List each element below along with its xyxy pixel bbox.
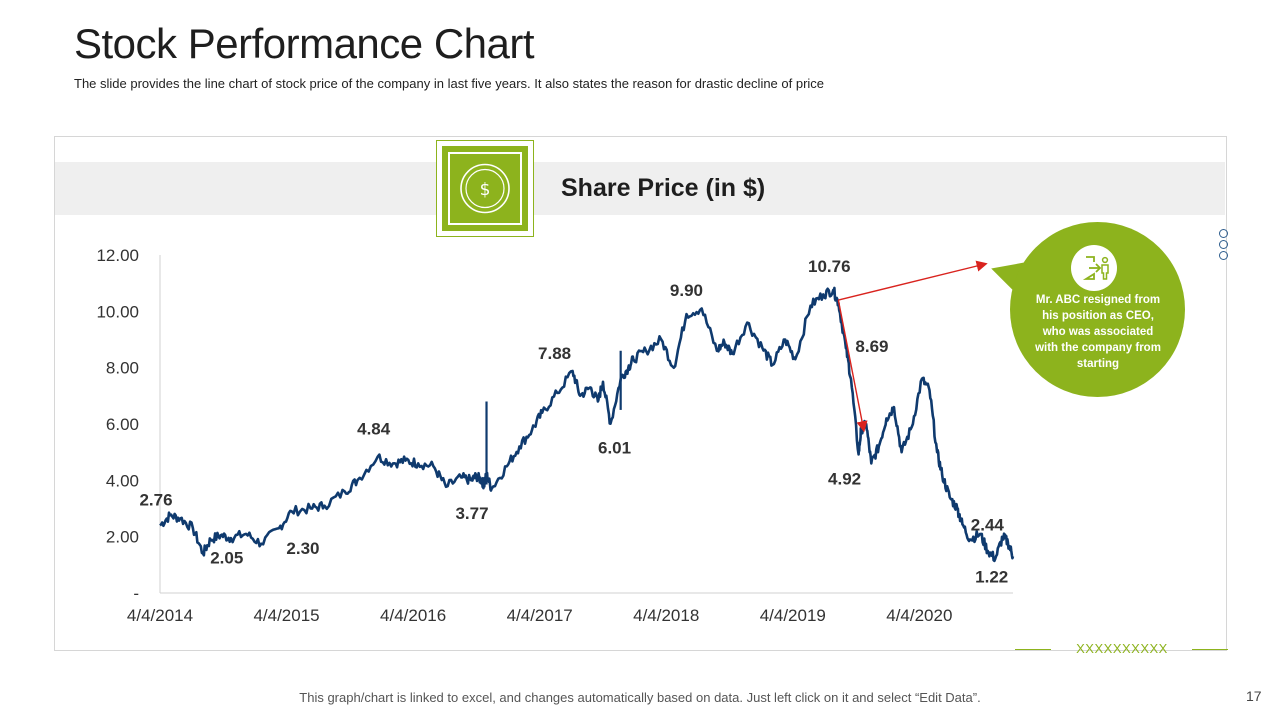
y-tick-label: 8.00 [106, 359, 139, 378]
dollar-icon-background: $ [442, 146, 528, 231]
share-price-line [159, 286, 1015, 563]
chart-panel [54, 136, 1227, 651]
dollar-icon-box: $ [436, 140, 534, 237]
data-label: 4.92 [828, 469, 861, 488]
data-label: 2.76 [139, 490, 172, 509]
exit-person-icon [1071, 245, 1117, 291]
data-label: 3.77 [455, 504, 488, 523]
data-label: 7.88 [538, 344, 571, 363]
chart-header-bar [55, 162, 1225, 215]
data-label: 9.90 [670, 281, 703, 300]
x-tick-label: 4/4/2017 [507, 606, 573, 625]
x-tick-label: 4/4/2018 [633, 606, 699, 625]
y-tick-label: 2.00 [106, 528, 139, 547]
x-tick-label: 4/4/2020 [886, 606, 952, 625]
data-label: 1.22 [975, 568, 1008, 587]
data-label: 2.30 [286, 539, 319, 558]
data-label: 2.05 [210, 548, 243, 567]
y-tick-label: - [133, 584, 139, 603]
deco-line-right [1192, 649, 1228, 650]
callout-arrow [838, 260, 988, 301]
deco-line-left [1015, 649, 1051, 650]
three-dots-icon[interactable] [1219, 229, 1231, 262]
y-tick-label: 4.00 [106, 471, 139, 490]
page-number: 17 [1246, 688, 1262, 704]
chart-title: Share Price (in $) [561, 174, 766, 202]
dot [1219, 240, 1228, 249]
y-tick-label: 6.00 [106, 415, 139, 434]
y-tick-label: 10.00 [96, 302, 139, 321]
data-label: 10.76 [808, 257, 851, 276]
data-label: 4.84 [357, 420, 391, 439]
slide-subtitle: The slide provides the line chart of sto… [74, 76, 825, 91]
x-tick-label: 4/4/2016 [380, 606, 446, 625]
x-tick-label: 4/4/2015 [253, 606, 319, 625]
dot [1219, 251, 1228, 260]
dollar-coin-icon: $ [460, 163, 510, 214]
data-label: 2.44 [971, 515, 1005, 534]
decline-arrow [837, 299, 868, 433]
data-label: 6.01 [598, 439, 631, 458]
callout-text: Mr. ABC resigned from his position as CE… [1035, 294, 1161, 370]
data-label: 8.69 [855, 337, 888, 356]
footer-decoration: XXXXXXXXXX [1015, 641, 1228, 657]
svg-text:$: $ [480, 180, 491, 200]
slide-title: Stock Performance Chart [74, 20, 535, 67]
dot [1219, 229, 1228, 238]
x-tick-label: 4/4/2014 [127, 606, 193, 625]
x-tick-label: 4/4/2019 [760, 606, 826, 625]
y-tick-label: 12.00 [96, 246, 139, 265]
footnote: This graph/chart is linked to excel, and… [299, 690, 981, 705]
footer-placeholder: XXXXXXXXXX [1076, 641, 1168, 656]
